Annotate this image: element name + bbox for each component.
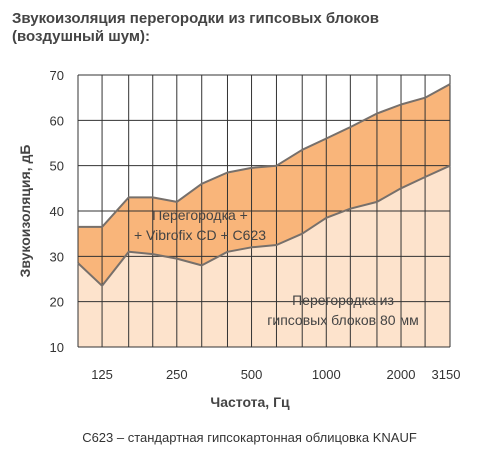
series-label-vibrofix: Перегородка + + Vibrofix CD + C623: [134, 207, 266, 243]
x-tick-label: 1000: [312, 367, 341, 382]
series-label-blocks: Перегородка из гипсовых блоков 80 мм: [267, 292, 418, 328]
y-tick-label: 50: [50, 159, 64, 174]
series-line-blocks: [77, 164, 451, 287]
series-label-blocks-line: Перегородка из: [292, 292, 394, 308]
x-tick-label: 3150: [432, 367, 461, 382]
y-tick-label: 30: [50, 249, 64, 264]
y-tick-label: 20: [50, 295, 64, 310]
y-tick-label: 60: [50, 113, 64, 128]
x-tick-label: 125: [91, 367, 113, 382]
footnote: C623 – стандартная гипсокартонная облицо…: [82, 430, 417, 445]
series-line-vibrofix: [78, 83, 451, 228]
chart-title: Звукоизоляция перегородки из гипсовых бл…: [12, 10, 492, 46]
x-tick-label: 250: [166, 367, 188, 382]
series-area-vibrofix: [78, 84, 450, 286]
series-label-vibrofix-line: + Vibrofix CD + C623: [134, 227, 266, 243]
chart-grid: [77, 74, 451, 348]
x-tick-label: 2000: [387, 367, 416, 382]
chart-fills: [78, 84, 450, 347]
chart-lines: [77, 83, 451, 287]
y-tick-label: 70: [50, 68, 64, 83]
y-tick-label: 10: [50, 340, 64, 355]
chart-title-line-1: Звукоизоляция перегородки из гипсовых бл…: [12, 10, 379, 27]
series-labels: Перегородка + + Vibrofix CD + C623Перегор…: [134, 207, 419, 328]
y-tick-label: 40: [50, 204, 64, 219]
series-label-blocks-line: гипсовых блоков 80 мм: [267, 312, 418, 328]
x-tick-label: 500: [241, 367, 263, 382]
y-axis-label: Звукоизоляция, дБ: [17, 145, 33, 278]
series-label-vibrofix-line: Перегородка +: [152, 207, 248, 223]
chart-title-line-2: (воздушный шум):: [12, 28, 150, 45]
y-tick-labels: 10 20 30 40 50 60 70: [50, 68, 64, 355]
x-tick-labels: 125 250 500 1000 2000 3150: [91, 367, 460, 382]
chart: 10 20 30 40 50 60 70 125 250 500 1000 2000 3150 Пер…: [17, 68, 460, 410]
x-axis-label: Частота, Гц: [210, 394, 290, 410]
